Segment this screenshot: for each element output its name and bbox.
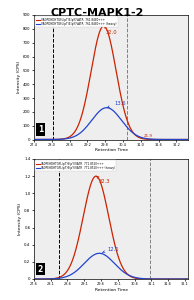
Text: 21.9: 21.9 [144, 134, 153, 138]
Y-axis label: Intensity (CPS): Intensity (CPS) [18, 203, 22, 235]
Text: 1: 1 [38, 125, 43, 134]
Text: 32.3: 32.3 [96, 176, 110, 184]
Legend: IADPEHDHTGFL(pT)E(pY)VATR  771.8510+++, IADPEHDHTGFL(pT)E(pY)VATR  771.8510+++ (: IADPEHDHTGFL(pT)E(pY)VATR 771.8510+++, I… [35, 160, 116, 171]
Legend: VADPDHDHTGFL(pT)E(pY)VATR  761.8480+++, VADPDHDHTGFL(pT)E(pY)VATR  761.8480+++ (: VADPDHDHTGFL(pT)E(pY)VATR 761.8480+++, V… [35, 16, 118, 27]
Text: 12.1: 12.1 [102, 247, 120, 253]
Text: 13.6: 13.6 [107, 101, 126, 108]
Text: CPTC-MAPK1-2: CPTC-MAPK1-2 [50, 8, 144, 17]
Text: 32.0: 32.0 [104, 27, 118, 35]
Text: 2: 2 [38, 265, 43, 274]
X-axis label: Retention Time: Retention Time [94, 148, 128, 152]
X-axis label: Retention Time: Retention Time [94, 288, 128, 292]
Y-axis label: Intensity (CPS): Intensity (CPS) [17, 61, 21, 93]
